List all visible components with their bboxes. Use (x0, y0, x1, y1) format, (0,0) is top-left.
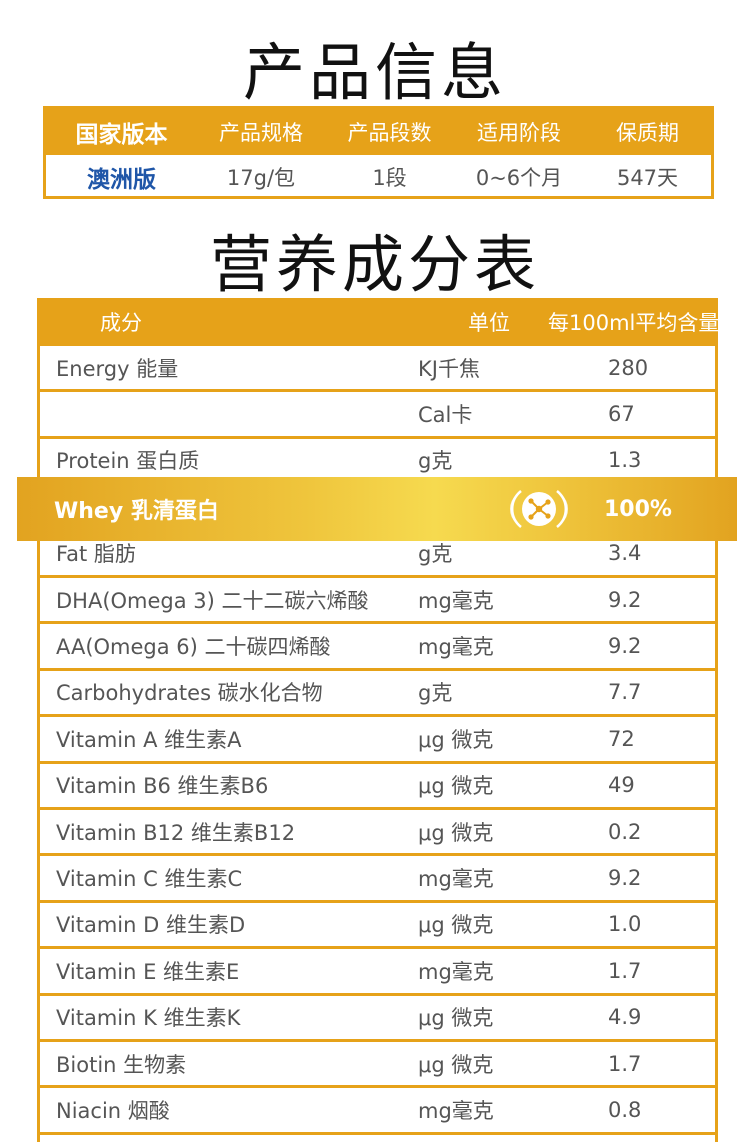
nutrition-row: Vitamin B12 维生素B12 μg 微克 0.2 (40, 810, 715, 857)
nutrition-row-value: 7.7 (608, 680, 642, 705)
product-info-value-row: 澳洲版 17g/包 1段 0~6个月 547天 (46, 155, 711, 199)
nutrition-row-value: 72 (608, 726, 635, 751)
nutrition-row-unit: mg毫克 (418, 1099, 494, 1124)
nutrition-row-name: Niacin 烟酸 (56, 1099, 170, 1124)
nutrition-row-unit: μg 微克 (418, 1006, 494, 1031)
nutrition-row: DHA(Omega 3) 二十二碳六烯酸 mg毫克 9.2 (40, 578, 715, 625)
nutrition-row-name: AA(Omega 6) 二十碳四烯酸 (56, 635, 331, 660)
value-shelf-life: 547天 (616, 166, 679, 190)
value-spec: 17g/包 (226, 166, 296, 190)
value-stage: 1段 (372, 166, 407, 190)
nutrition-row-unit: g克 (418, 449, 453, 474)
nutrition-row-name: Protein 蛋白质 (56, 449, 200, 474)
nutrition-row-value: 67 (608, 402, 635, 427)
nutrition-row-unit: mg毫克 (418, 867, 494, 892)
nutrition-row: Biotin 生物素 μg 微克 1.7 (40, 1042, 715, 1089)
nutrition-row-unit: μg 微克 (418, 820, 494, 845)
nutrition-row-value: 9.2 (608, 634, 642, 659)
nutrition-row-name: Vitamin B12 维生素B12 (56, 820, 296, 845)
value-age-range: 0~6个月 (475, 166, 563, 190)
whey-highlight-row: Whey 乳清蛋白 100% (17, 477, 737, 541)
nutrition-row-value: 4.9 (608, 1005, 642, 1030)
nutrition-row-name: Vitamin A 维生素A (56, 727, 242, 752)
nutrition-row-name: DHA(Omega 3) 二十二碳六烯酸 (56, 588, 369, 613)
nutrition-row-name: Fat 脂肪 (56, 542, 136, 567)
nutrition-row-value: 0.2 (608, 819, 642, 844)
nutrition-row-value: 9.2 (608, 587, 642, 612)
molecule-icon (507, 481, 604, 537)
nutrition-row-unit: Cal卡 (418, 403, 473, 428)
header-ingredient: 成分 (100, 311, 142, 335)
header-amount: 每100ml平均含量 (548, 311, 720, 335)
header-stage: 产品段数 (347, 121, 432, 145)
nutrition-title: 营养成分表 (209, 228, 540, 301)
nutrition-row-name: Biotin 生物素 (56, 1052, 187, 1077)
nutrition-row-unit: μg 微克 (418, 774, 494, 799)
whey-value: 100% (604, 496, 672, 522)
nutrition-row-value: 0.8 (608, 1098, 642, 1123)
nutrition-row-name: Vitamin K 维生素K (56, 1006, 241, 1031)
nutrition-row-value: 1.7 (608, 1051, 642, 1076)
nutrition-row-unit: g克 (418, 681, 453, 706)
nutrition-row-unit: g克 (418, 542, 453, 567)
header-shelf-life: 保质期 (616, 121, 679, 145)
value-country-version: 澳洲版 (87, 167, 156, 193)
nutrition-row-value: 1.0 (608, 912, 642, 937)
product-info-table: 国家版本 产品规格 产品段数 适用阶段 保质期 澳洲版 17g/包 1段 0~6… (43, 106, 714, 199)
nutrition-row-name: Vitamin C 维生素C (56, 867, 243, 892)
nutrition-row-unit: μg 微克 (418, 913, 494, 938)
header-unit: 单位 (468, 311, 510, 335)
nutrition-row-name: Vitamin B6 维生素B6 (56, 774, 269, 799)
nutrition-row-unit: mg毫克 (418, 588, 494, 613)
nutrition-row-value: 9.2 (608, 866, 642, 891)
nutrition-row: Cal卡 67 (40, 392, 715, 439)
nutrition-row-value: 280 (608, 355, 649, 380)
header-country-version: 国家版本 (75, 122, 168, 148)
nutrition-row: Vitamin K 维生素K μg 微克 4.9 (40, 996, 715, 1042)
nutrition-row: Vitamin A 维生素A μg 微克 72 (40, 717, 715, 764)
nutrition-row-unit: μg 微克 (418, 1052, 494, 1077)
nutrition-row: Vitamin C 维生素C mg毫克 9.2 (40, 856, 715, 903)
product-info-title: 产品信息 (242, 36, 507, 109)
nutrition-header-row: 成分 单位 每100ml平均含量 (40, 298, 720, 346)
nutrition-row-unit: mg毫克 (418, 959, 494, 984)
header-age-range: 适用阶段 (477, 121, 561, 145)
header-spec: 产品规格 (219, 121, 303, 145)
nutrition-row-name: Carbohydrates 碳水化合物 (56, 681, 323, 706)
nutrition-row-unit: mg毫克 (418, 635, 494, 660)
product-info-header-row: 国家版本 产品规格 产品段数 适用阶段 保质期 (46, 109, 711, 155)
nutrition-table: 成分 单位 每100ml平均含量 Energy 能量 KJ千焦 280 Cal卡 67 P… (37, 298, 720, 1142)
nutrition-row: Vitamin B6 维生素B6 μg 微克 49 (40, 764, 715, 810)
nutrition-row-name: Energy 能量 (56, 356, 179, 381)
nutrition-row-value: 1.3 (608, 448, 642, 473)
nutrition-row-name: Vitamin D 维生素D (56, 913, 246, 938)
nutrition-row: AA(Omega 6) 二十碳四烯酸 mg毫克 9.2 (40, 624, 715, 671)
nutrition-row: Energy 能量 KJ千焦 280 (40, 346, 715, 393)
nutrition-row: Carbohydrates 碳水化合物 g克 7.7 (40, 671, 715, 718)
nutrition-row-value: 49 (608, 773, 635, 798)
nutrition-row-value: 1.7 (608, 958, 642, 983)
nutrition-row: Niacin 烟酸 mg毫克 0.8 (40, 1088, 715, 1135)
nutrition-row: Vitamin D 维生素D μg 微克 1.0 (40, 903, 715, 950)
nutrition-row: Fat 脂肪 g克 3.4 (40, 532, 715, 578)
whey-label: Whey 乳清蛋白 (54, 499, 219, 524)
nutrition-row-unit: μg 微克 (418, 727, 494, 752)
nutrition-row: Vitamin E 维生素E mg毫克 1.7 (40, 949, 715, 996)
nutrition-row-unit: KJ千焦 (418, 356, 480, 381)
nutrition-row-name: Vitamin E 维生素E (56, 959, 240, 984)
nutrition-row-value: 3.4 (608, 541, 642, 566)
